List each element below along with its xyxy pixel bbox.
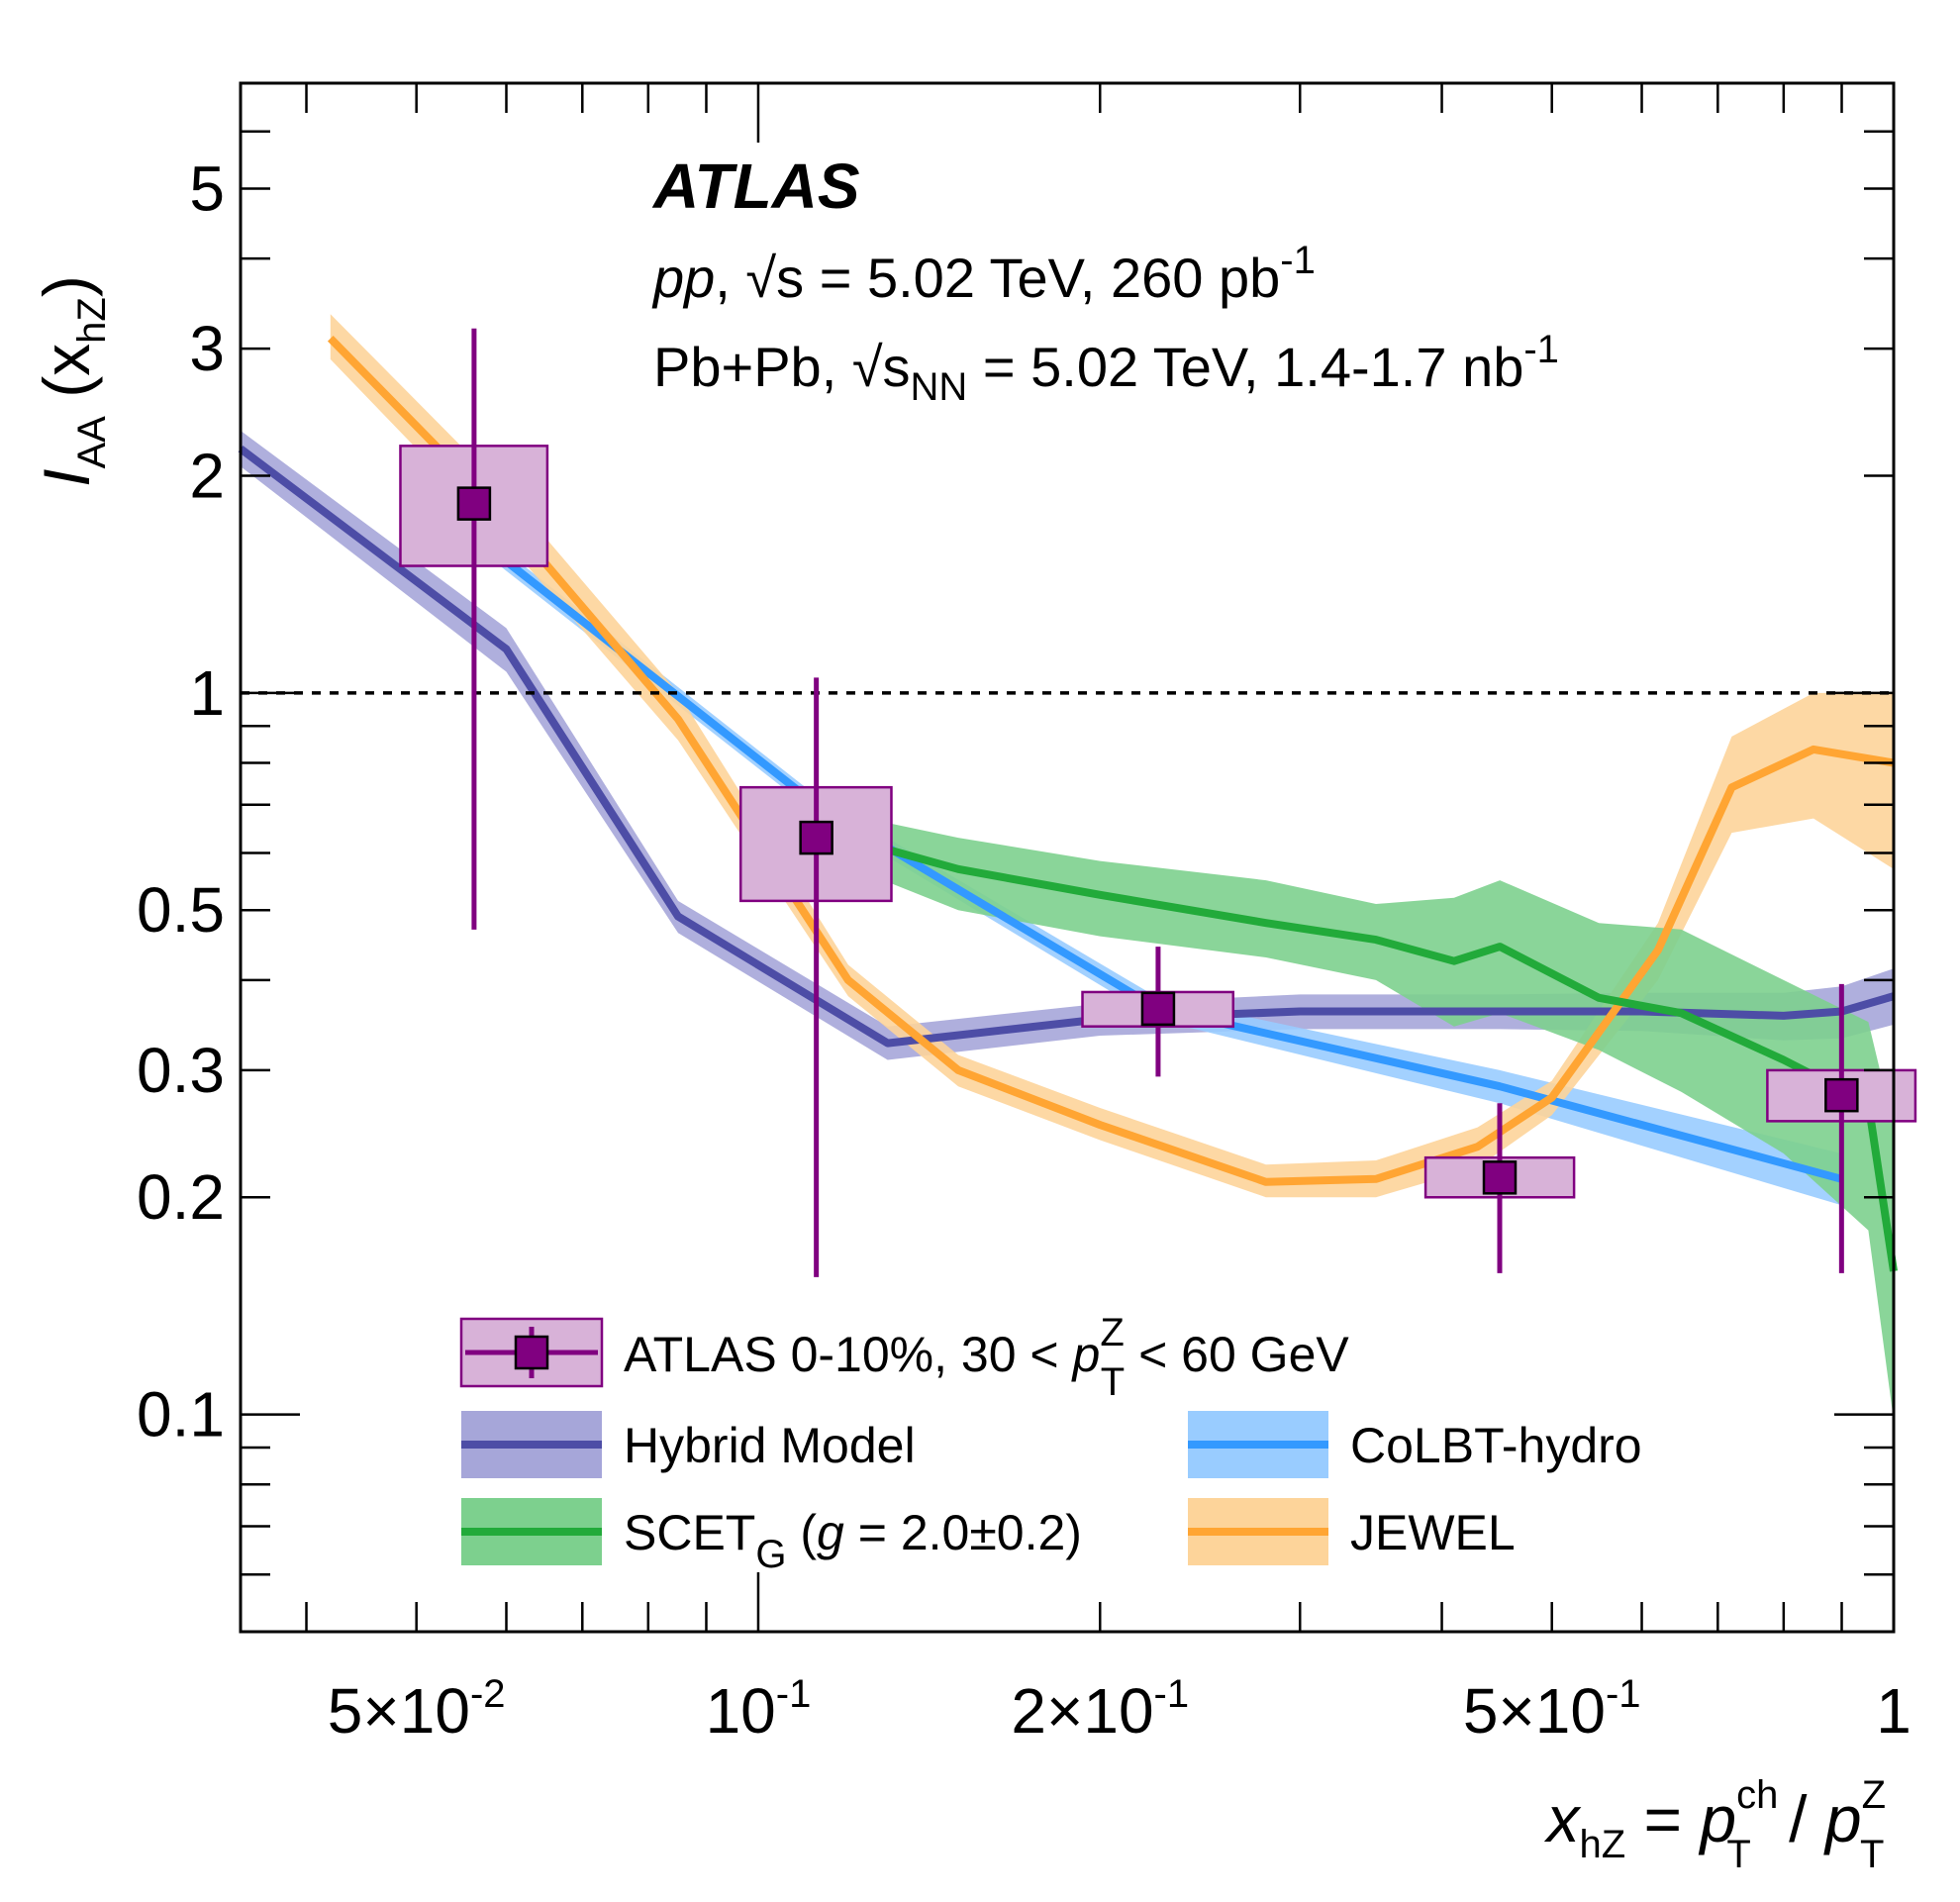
colbthydro-uncertainty-band (473, 526, 1842, 1206)
y-tick-label: 1 (189, 657, 225, 729)
x-tick-label: 5×10-2 (328, 1672, 506, 1747)
x-tick-label: 1 (1876, 1675, 1911, 1747)
legend: ATLAS 0-10%, 30 < pZ T < 60 GeV Hybrid Mo… (459, 1311, 1642, 1576)
scetg-uncertainty-band (758, 795, 1894, 1421)
y-tick-label: 0.2 (137, 1161, 225, 1233)
y-tick-label: 3 (189, 313, 225, 384)
legend-entry-hybrid: Hybrid Model (461, 1411, 916, 1478)
y-tick-label: 0.1 (137, 1379, 225, 1451)
legend-colbt-label: CoLBT-hydro (1350, 1418, 1642, 1473)
legend-entry-scet: SCETG (g = 2.0±0.2) (461, 1498, 1082, 1576)
atlas-data-points (399, 328, 1917, 1277)
colbthydro-central-line (471, 533, 1843, 1183)
data-marker (799, 820, 833, 855)
data-point (1423, 1103, 1576, 1273)
x-axis-title: xhZ = pch T / pZ T (1544, 1773, 1886, 1876)
legend-atlas-label: ATLAS 0-10%, 30 < pZ T < 60 GeV (624, 1311, 1349, 1404)
x-tick-label: 5×10-1 (1463, 1672, 1641, 1747)
y-tick-label: 0.5 (137, 874, 225, 946)
data-point (738, 677, 893, 1277)
y-tick-labels: 5 3 2 1 0.5 0.3 0.2 0.1 (137, 152, 225, 1450)
chart-title: ATLAS (651, 150, 860, 222)
hybrid-central-line (238, 446, 1896, 1048)
x-tick-label: 2×10-1 (1011, 1672, 1189, 1747)
legend-entry-colbt: CoLBT-hydro (1188, 1411, 1642, 1478)
data-marker (1824, 1077, 1859, 1113)
data-marker (1482, 1160, 1518, 1195)
pp-info-line: pp, √s = 5.02 TeV, 260 pb-1 (651, 239, 1316, 309)
model-lines (238, 335, 1898, 1272)
y-axis-title: IAA (xhZ) (30, 275, 114, 487)
y-tick-label: 0.3 (137, 1035, 225, 1106)
y-tick-label: 2 (189, 440, 225, 511)
jewel-central-line (327, 335, 1895, 1186)
legend-entry-jewel: JEWEL (1188, 1498, 1516, 1565)
y-tick-label: 5 (189, 152, 225, 224)
legend-jewel-label: JEWEL (1350, 1505, 1516, 1560)
data-point (1081, 947, 1235, 1077)
legend-entry-atlas: ATLAS 0-10%, 30 < pZ T < 60 GeV (459, 1311, 1349, 1404)
data-point (1766, 983, 1917, 1273)
plot-frame (239, 81, 1896, 1634)
legend-scet-label: SCETG (g = 2.0±0.2) (624, 1505, 1082, 1576)
legend-atlas-marker (514, 1335, 549, 1370)
x-tick-label: 10-1 (706, 1672, 812, 1747)
data-marker (456, 486, 492, 521)
x-tick-labels: 5×10-2 10-1 2×10-1 5×10-1 1 (328, 1672, 1911, 1747)
data-point (399, 328, 549, 930)
pbpb-info-line: Pb+Pb, √sNN = 5.02 TeV, 1.4-1.7 nb-1 (653, 328, 1559, 409)
data-marker (1140, 991, 1176, 1027)
legend-hybrid-label: Hybrid Model (624, 1418, 916, 1473)
scetg-central-line (756, 810, 1898, 1272)
